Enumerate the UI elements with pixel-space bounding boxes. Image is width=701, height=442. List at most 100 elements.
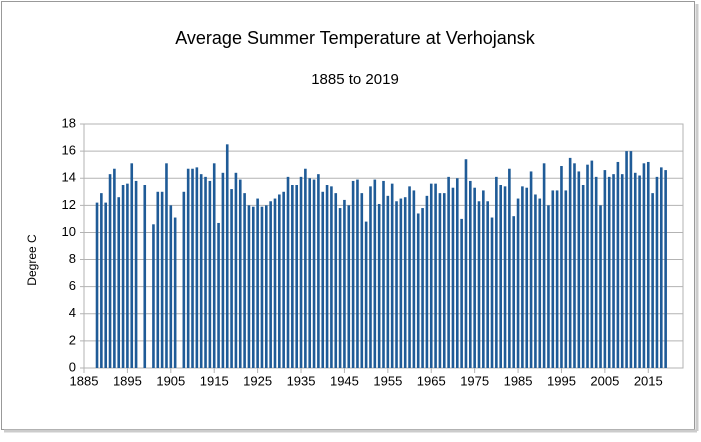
bar — [551, 190, 555, 368]
bar — [633, 172, 637, 368]
bar — [186, 168, 190, 368]
bar — [156, 191, 160, 368]
bar — [560, 166, 563, 368]
bar — [508, 168, 511, 368]
chart-subtitle: 1885 to 2019 — [311, 71, 399, 88]
y-tick-label: 0 — [69, 359, 76, 374]
bar — [100, 193, 103, 368]
bar — [377, 203, 381, 368]
bar — [369, 186, 372, 368]
bar — [191, 168, 194, 368]
bar — [260, 206, 264, 368]
bar — [217, 222, 220, 368]
bar — [386, 195, 390, 368]
y-tick-label: 2 — [69, 332, 76, 347]
bar — [625, 151, 628, 368]
bar — [117, 197, 121, 368]
bar — [108, 174, 112, 368]
bar — [603, 170, 607, 368]
x-tick-label: 1915 — [200, 373, 229, 388]
bar — [373, 179, 377, 368]
bar — [247, 205, 251, 368]
bar — [581, 185, 585, 368]
bar — [590, 160, 594, 368]
bar — [512, 216, 516, 368]
bar — [460, 218, 463, 368]
bar — [425, 195, 429, 368]
bar — [230, 189, 233, 368]
bar — [330, 186, 333, 368]
bar — [490, 217, 494, 368]
x-tick-label: 1995 — [547, 373, 576, 388]
x-tick-label: 2005 — [590, 373, 619, 388]
bar — [165, 163, 168, 368]
bar — [659, 167, 663, 368]
bar — [594, 176, 598, 368]
bar — [438, 193, 442, 368]
bar — [360, 193, 364, 368]
bar — [486, 201, 489, 368]
y-tick-label: 12 — [62, 197, 76, 212]
bar — [577, 171, 581, 368]
bar — [212, 163, 216, 368]
bar — [586, 164, 589, 368]
x-tick-label: 1905 — [156, 373, 185, 388]
bar — [312, 179, 316, 368]
bar — [451, 187, 455, 368]
bar — [104, 202, 108, 368]
x-tick-label: 1955 — [373, 373, 402, 388]
bar — [169, 205, 173, 368]
y-tick-label: 16 — [62, 143, 76, 158]
bar — [612, 174, 615, 368]
x-tick-label: 1895 — [113, 373, 142, 388]
bar — [364, 221, 368, 368]
bar — [317, 174, 320, 368]
bar — [655, 176, 659, 368]
bar — [538, 198, 542, 368]
x-tick-label: 1945 — [330, 373, 359, 388]
bar — [473, 187, 476, 368]
bar — [126, 183, 129, 368]
bar — [291, 185, 294, 368]
bar — [408, 186, 411, 368]
y-axis-label: Degree C — [25, 234, 39, 286]
bar — [256, 198, 259, 368]
y-tick-label: 8 — [69, 251, 76, 266]
y-tick-label: 14 — [62, 170, 76, 185]
bar — [651, 193, 654, 368]
bar — [564, 190, 568, 368]
bar — [547, 205, 550, 368]
bar — [95, 202, 99, 368]
bar — [646, 161, 650, 368]
bar — [403, 197, 407, 368]
bar — [269, 201, 272, 368]
x-tick-label: 2015 — [634, 373, 663, 388]
bar — [573, 163, 576, 368]
x-tick-label: 1935 — [287, 373, 316, 388]
bar — [286, 176, 290, 368]
bar — [495, 176, 498, 368]
bar — [195, 167, 199, 368]
bar — [221, 172, 225, 368]
bar — [134, 180, 138, 368]
bar — [429, 183, 433, 368]
bar — [278, 194, 281, 368]
bar — [599, 205, 602, 368]
bar — [351, 180, 355, 368]
bar — [390, 183, 394, 368]
bar — [238, 179, 242, 368]
bar — [343, 199, 346, 368]
bar — [482, 190, 485, 368]
bar — [265, 205, 268, 368]
x-tick-label: 1985 — [504, 373, 533, 388]
bar — [447, 176, 450, 368]
bar — [243, 193, 246, 368]
bar — [516, 198, 520, 368]
bar — [607, 176, 611, 368]
y-tick-label: 6 — [69, 278, 76, 293]
bar — [525, 187, 529, 368]
bar — [160, 191, 164, 368]
bar — [542, 163, 546, 368]
y-tick-label: 10 — [62, 224, 76, 239]
chart-title: Average Summer Temperature at Verhojansk — [175, 28, 536, 48]
